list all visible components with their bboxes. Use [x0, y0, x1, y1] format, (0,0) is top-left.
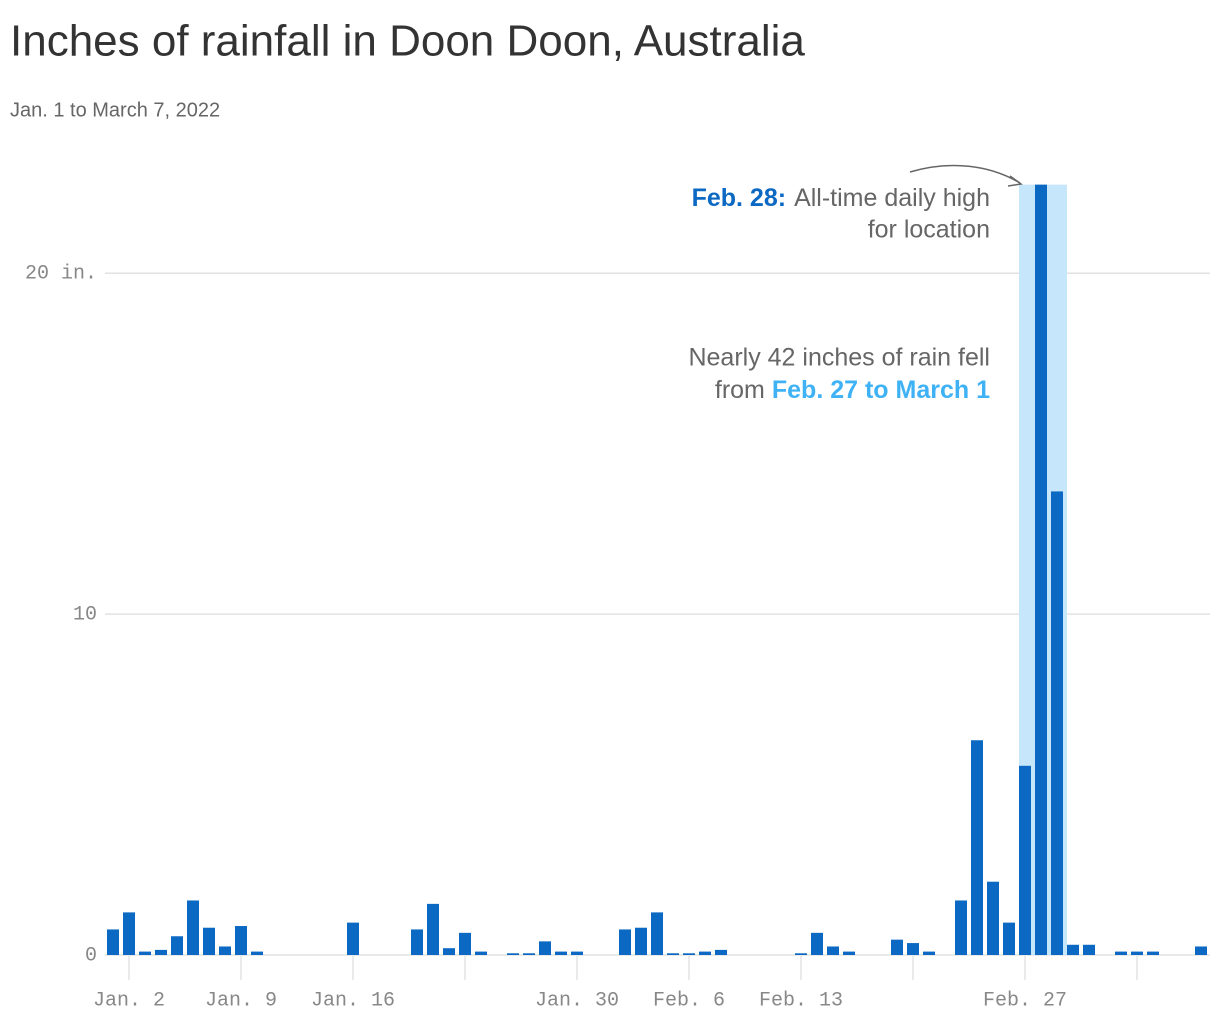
bar	[555, 951, 567, 955]
annotation-arrow	[909, 164, 1021, 184]
bar	[347, 922, 359, 955]
bar	[811, 932, 823, 955]
bar	[107, 929, 119, 955]
bar	[987, 881, 999, 955]
bar	[539, 941, 551, 955]
bar	[187, 900, 199, 955]
annotation: Feb. 28: All-time daily high	[692, 184, 990, 212]
bar	[171, 936, 183, 955]
x-axis: Jan. 2 Jan. 9 Jan. 16 Jan. 30 Feb. 6 Feb. 13 F…	[93, 956, 1138, 1012]
bar	[891, 939, 903, 955]
bar	[235, 926, 247, 955]
bar	[219, 946, 231, 955]
annotation-label: Feb. 27 to March 1	[772, 376, 990, 404]
bar	[411, 929, 423, 955]
annotation-text: from	[715, 376, 765, 404]
bar	[1019, 765, 1031, 955]
bar	[827, 946, 839, 955]
bar	[1147, 951, 1159, 955]
bar	[1051, 491, 1063, 955]
bar	[795, 953, 807, 955]
bar	[203, 927, 215, 955]
bar	[475, 951, 487, 955]
chart-subtitle: Jan. 1 to March 7, 2022	[10, 99, 220, 121]
bar	[635, 927, 647, 955]
x-tick-label: Feb. 27	[983, 989, 1067, 1012]
chart-title: Inches of rainfall in Doon Doon, Austral…	[10, 17, 805, 66]
y-tick-label: 10	[73, 603, 97, 626]
bars	[107, 184, 1207, 956]
bar	[123, 912, 135, 955]
bar	[907, 943, 919, 955]
bar	[251, 951, 263, 955]
bar	[1003, 922, 1015, 955]
bar	[651, 912, 663, 955]
bar	[667, 953, 679, 955]
bar	[1067, 944, 1079, 955]
x-tick-label: Jan. 30	[535, 989, 619, 1012]
bar	[1035, 184, 1047, 956]
bar	[955, 900, 967, 955]
annotation-text: All-time daily high	[794, 184, 990, 212]
bar	[683, 953, 695, 955]
annotation-text: Nearly 42 inches of rain fell	[688, 344, 990, 372]
annotation: from Feb. 27 to March 1	[715, 376, 990, 404]
x-tick-label: Feb. 13	[759, 989, 843, 1012]
annotation-label: Feb. 28:	[692, 184, 786, 212]
bar	[923, 951, 935, 955]
bar	[427, 903, 439, 955]
bar	[699, 951, 711, 955]
annotation-text: for location	[868, 216, 990, 244]
annotation-arrowhead	[1007, 175, 1023, 187]
bar	[459, 932, 471, 955]
bar	[443, 948, 455, 955]
bar	[507, 953, 519, 955]
bar	[1195, 946, 1207, 955]
bar	[1115, 951, 1127, 955]
bar	[971, 740, 983, 955]
bar	[843, 951, 855, 955]
bar	[571, 951, 583, 955]
bar	[1083, 944, 1095, 955]
bar	[715, 949, 727, 955]
bar	[139, 951, 151, 955]
y-tick-label: 0	[85, 944, 97, 967]
bar	[1131, 951, 1143, 955]
bar	[619, 929, 631, 955]
x-tick-label: Jan. 2	[93, 989, 165, 1012]
y-tick-label: 20 in.	[25, 263, 97, 286]
x-tick-label: Jan. 9	[205, 989, 277, 1012]
x-tick-label: Feb. 6	[653, 989, 725, 1012]
bar	[155, 949, 167, 955]
x-tick-label: Jan. 16	[311, 989, 395, 1012]
bar	[523, 953, 535, 955]
